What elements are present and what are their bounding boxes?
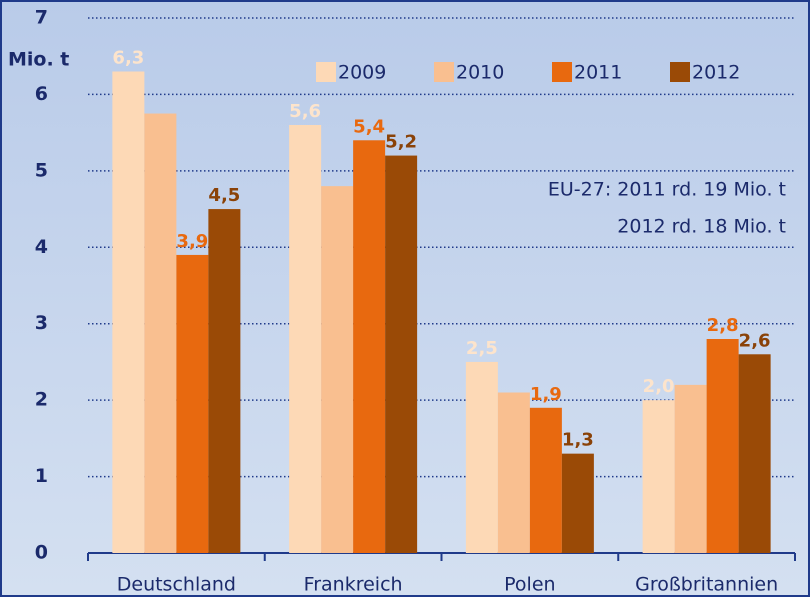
value-label: 5,4 — [353, 116, 385, 137]
value-label: 5,6 — [289, 101, 321, 122]
annotation: 2012 rd. 18 Mio. t — [617, 216, 786, 238]
x-tick-label: Großbritannien — [635, 574, 778, 596]
bar — [738, 354, 771, 553]
legend-swatch — [552, 62, 572, 82]
y-tick-label: 7 — [35, 7, 48, 29]
legend-label: 2009 — [338, 62, 386, 84]
value-label: 2,8 — [707, 315, 739, 336]
x-tick-label: Deutschland — [117, 574, 236, 596]
value-label: 1,3 — [562, 430, 594, 451]
bar — [176, 254, 209, 553]
value-label: 2,6 — [739, 330, 771, 351]
bar — [289, 125, 322, 553]
value-label: 2,5 — [466, 338, 498, 359]
legend-swatch — [316, 62, 336, 82]
value-label: 2,0 — [643, 376, 675, 397]
bar — [321, 186, 354, 553]
bar — [144, 113, 177, 554]
annotation: EU-27: 2011 rd. 19 Mio. t — [548, 179, 786, 201]
value-label: 5,2 — [385, 132, 417, 153]
y-tick-label: 5 — [35, 159, 48, 181]
bar — [385, 155, 418, 554]
y-tick-label: 6 — [35, 83, 48, 105]
legend-swatch — [670, 62, 690, 82]
value-label: 4,5 — [208, 185, 240, 206]
x-tick-label: Polen — [504, 574, 555, 596]
value-label: 3,9 — [176, 231, 208, 252]
value-label: 6,3 — [112, 48, 144, 69]
legend-label: 2010 — [456, 62, 504, 84]
bar — [706, 339, 739, 553]
x-tick-label: Frankreich — [304, 574, 403, 596]
y-tick-label: 3 — [35, 312, 48, 334]
y-tick-label: 0 — [35, 542, 48, 564]
legend-label: 2011 — [574, 62, 622, 84]
legend-swatch — [434, 62, 454, 82]
bar — [208, 209, 241, 554]
y-tick-label: 1 — [35, 465, 48, 487]
bar — [465, 361, 498, 553]
y-tick-label: 4 — [35, 236, 48, 258]
bar — [674, 384, 707, 553]
bar — [529, 407, 562, 553]
y-tick-label: 2 — [35, 389, 48, 411]
value-label: 1,9 — [530, 384, 562, 405]
bar — [112, 71, 145, 553]
bar — [642, 400, 675, 553]
legend-label: 2012 — [692, 62, 740, 84]
bar — [497, 392, 530, 553]
y-axis-label: Mio. t — [8, 49, 69, 71]
bar — [561, 453, 594, 553]
bar — [353, 140, 386, 554]
